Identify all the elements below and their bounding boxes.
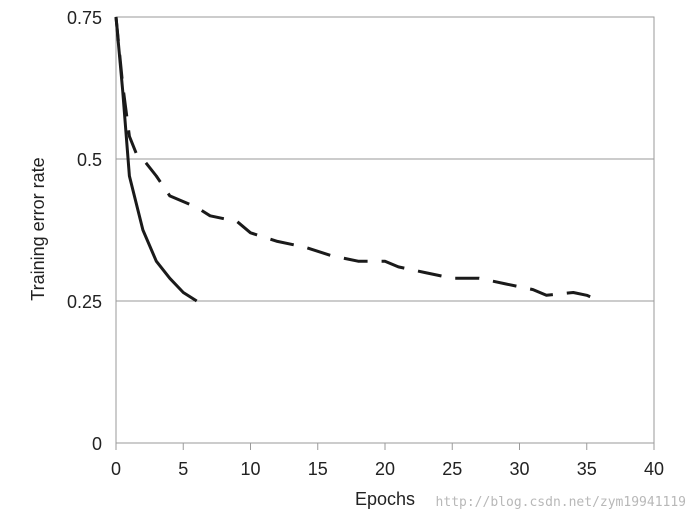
x-axis-ticks: 0 5 10 15 20 25 30 35 40: [111, 443, 664, 479]
watermark-text: http://blog.csdn.net/zym19941119: [436, 495, 686, 510]
y-axis-ticks: 0 0.25 0.5 0.75: [67, 8, 102, 454]
y-tick-label: 0.25: [67, 292, 102, 312]
x-tick-label: 40: [644, 459, 664, 479]
x-tick-label: 30: [509, 459, 529, 479]
x-tick-label: 5: [178, 459, 188, 479]
y-tick-label: 0.75: [67, 8, 102, 28]
y-tick-label: 0.5: [77, 150, 102, 170]
x-tick-label: 15: [308, 459, 328, 479]
gridlines: [116, 158, 654, 302]
x-axis-label: Epochs: [355, 489, 415, 509]
x-tick-label: 10: [240, 459, 260, 479]
x-tick-label: 25: [442, 459, 462, 479]
x-tick-label: 35: [577, 459, 597, 479]
series-line-dashed: [114, 16, 601, 303]
x-tick-label: 0: [111, 459, 121, 479]
series-layer: [114, 16, 601, 303]
y-tick-label: 0: [92, 434, 102, 454]
y-axis-label: Training error rate: [28, 157, 48, 300]
x-tick-label: 20: [375, 459, 395, 479]
